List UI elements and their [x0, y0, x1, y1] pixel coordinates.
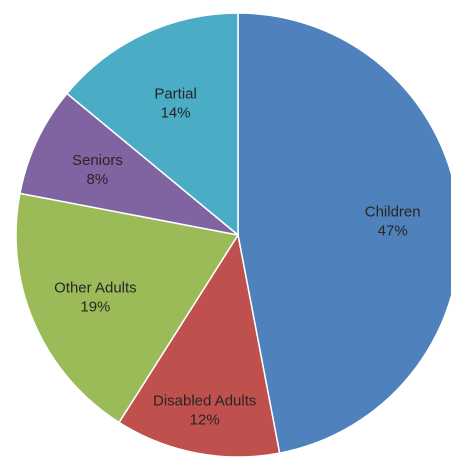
pie-labels: Children 47% Disabled Adults 12% Other Adult… — [54, 85, 421, 428]
slice-value-partial: 14% — [161, 104, 191, 121]
pie-slices — [15, 12, 451, 458]
slice-value-children: 47% — [378, 222, 408, 239]
slice-label-disabled-adults: Disabled Adults — [153, 393, 256, 410]
slice-label-children: Children — [365, 203, 421, 220]
pie-slice-children — [237, 12, 451, 454]
pie-slice-seniors — [19, 92, 239, 236]
slice-value-other-adults: 19% — [80, 299, 110, 316]
slice-label-partial: Partial — [154, 85, 197, 102]
slice-label-seniors: Seniors — [72, 152, 123, 169]
slice-value-seniors: 8% — [87, 171, 109, 188]
slice-label-other-adults: Other Adults — [54, 280, 137, 297]
pie-slice-other-adults — [15, 192, 240, 424]
pie-slice-partial — [65, 12, 239, 237]
pie-slice-disabled-adults — [118, 232, 281, 458]
slice-value-disabled-adults: 12% — [190, 412, 220, 429]
